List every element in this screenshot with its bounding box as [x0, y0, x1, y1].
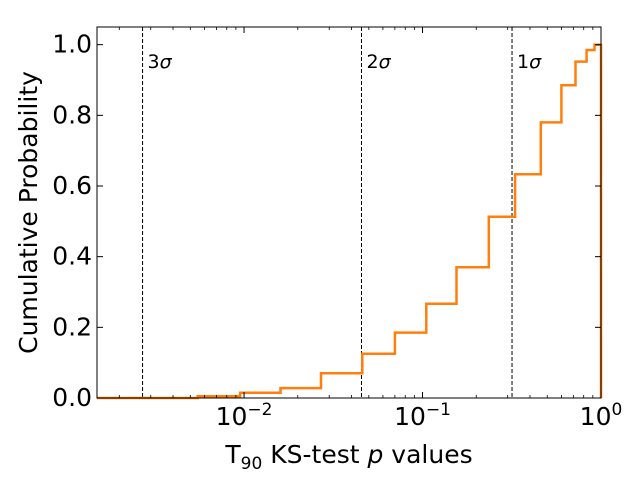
y-tick-label: 1.0	[52, 30, 92, 59]
x-axis-label: T90 KS-test p values	[224, 440, 472, 474]
reference-label-2sigma: 2σ	[366, 51, 391, 73]
x-tick-label-base: 10	[394, 402, 426, 431]
y-axis-label: Cumulative Probability	[14, 71, 43, 354]
x-axis-label-italic: p	[366, 440, 383, 469]
x-tick-label: 100	[580, 400, 623, 431]
x-tick-label-exponent: −2	[247, 400, 272, 420]
y-tick-label: 0.0	[52, 383, 92, 412]
y-tick-label: 0.6	[52, 171, 92, 200]
reference-label-sigma: σ	[529, 51, 542, 73]
ticks-layer: 0.00.20.40.60.81.010−2 10−1 100	[52, 27, 622, 431]
reference-label-3sigma: 3σ	[148, 51, 173, 73]
x-axis-label-subscript: 90	[241, 454, 263, 474]
reference-label-number: 2	[366, 51, 378, 73]
reference-label-sigma: σ	[379, 51, 392, 73]
x-tick-label-base: 10	[216, 402, 248, 431]
reference-label-sigma: σ	[160, 51, 173, 73]
y-tick-label: 0.4	[52, 242, 92, 271]
plot-frame	[96, 26, 602, 399]
y-tick-label: 0.8	[52, 100, 92, 129]
reference-label-number: 3	[148, 51, 160, 73]
series-layer	[97, 43, 603, 400]
x-tick-label-exponent: 0	[611, 400, 622, 420]
x-axis-label-middle: KS-test	[262, 440, 367, 469]
x-tick-label: 10−1	[394, 400, 451, 431]
x-axis-label-prefix: T	[224, 440, 241, 469]
x-tick-label-base: 10	[580, 402, 612, 431]
reference-label-1sigma: 1σ	[517, 51, 542, 73]
reference-lines: 3σ 2σ 1σ	[142, 27, 542, 398]
reference-label-number: 1	[517, 51, 529, 73]
y-tick-label: 0.2	[52, 312, 92, 341]
cdf-step-line	[97, 43, 603, 400]
x-tick-label: 10−2	[216, 400, 273, 431]
x-tick-label-exponent: −1	[426, 400, 451, 420]
x-axis-label-suffix: values	[383, 440, 472, 469]
